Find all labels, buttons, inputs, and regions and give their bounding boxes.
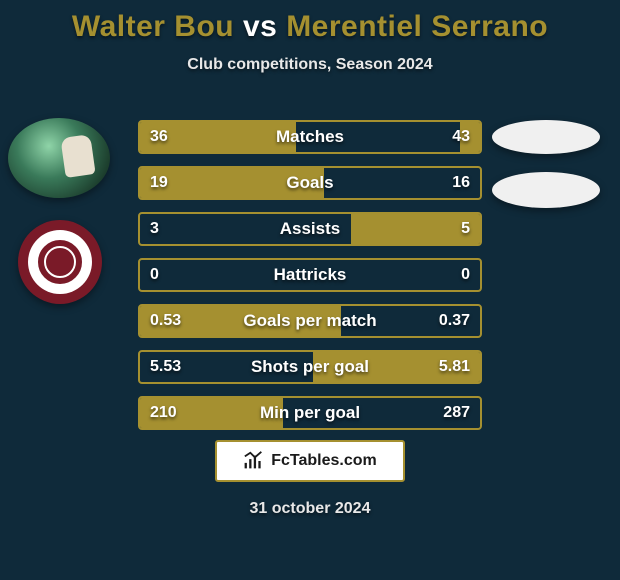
stat-row: 0.53Goals per match0.37 [138, 304, 482, 338]
stat-row: 36Matches43 [138, 120, 482, 154]
player2-avatar-placeholder [492, 120, 600, 154]
stat-value-right: 0.37 [439, 312, 470, 330]
subtitle: Club competitions, Season 2024 [0, 56, 620, 74]
stat-value-right: 43 [452, 128, 470, 146]
stat-value-right: 0 [461, 266, 470, 284]
comparison-title: Walter Bou vs Merentiel Serrano [0, 0, 620, 44]
stat-row: 0Hattricks0 [138, 258, 482, 292]
stat-label: Min per goal [140, 403, 480, 423]
stat-value-right: 16 [452, 174, 470, 192]
stat-row: 210Min per goal287 [138, 396, 482, 430]
footer-date: 31 october 2024 [0, 500, 620, 518]
brand-text: FcTables.com [271, 452, 377, 470]
stat-label: Shots per goal [140, 357, 480, 377]
player1-club-badge [18, 220, 102, 304]
stat-label: Matches [140, 127, 480, 147]
player1-avatar [8, 118, 110, 198]
vs-text: vs [243, 10, 277, 43]
player2-name: Merentiel Serrano [286, 10, 548, 43]
player1-name: Walter Bou [72, 10, 234, 43]
stat-row: 5.53Shots per goal5.81 [138, 350, 482, 384]
stat-label: Assists [140, 219, 480, 239]
chart-icon [243, 450, 265, 472]
stat-value-right: 287 [443, 404, 470, 422]
player2-club-badge-placeholder [492, 172, 600, 208]
stat-label: Goals per match [140, 311, 480, 331]
stat-value-right: 5.81 [439, 358, 470, 376]
brand-badge: FcTables.com [215, 440, 405, 482]
stats-bars-container: 36Matches4319Goals163Assists50Hattricks0… [138, 120, 482, 442]
stat-label: Goals [140, 173, 480, 193]
stat-value-right: 5 [461, 220, 470, 238]
stat-label: Hattricks [140, 265, 480, 285]
stat-row: 19Goals16 [138, 166, 482, 200]
stat-row: 3Assists5 [138, 212, 482, 246]
